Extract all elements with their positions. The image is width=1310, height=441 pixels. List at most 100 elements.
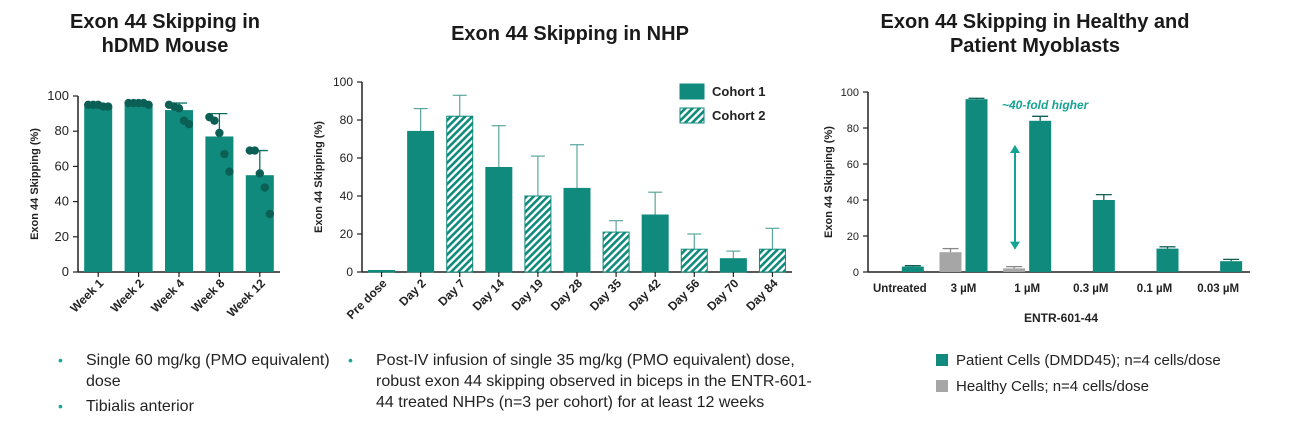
fold-arrow-head-down (1010, 241, 1020, 250)
myoblast-bar-patient (1220, 261, 1243, 272)
nhp-ytick-label: 60 (340, 151, 354, 165)
mouse-note-dose: Single 60 mg/kg (PMO equivalent) dose (58, 350, 348, 392)
mouse-xtick-label: Week 2 (108, 276, 147, 315)
nhp-bar-cohort1 (485, 167, 513, 273)
healthy-swatch (936, 380, 948, 392)
legend-healthy-cells: Healthy Cells; n=4 cells/dose (936, 378, 1149, 395)
mouse-ytick-label: 20 (55, 229, 69, 244)
myoblast-chart-title: Exon 44 Skipping in Healthy and Patient M… (880, 11, 1190, 57)
nhp-y-axis-label: Exon 44 Skipping (%) (313, 121, 325, 233)
mouse-ytick-label: 80 (55, 123, 69, 138)
myoblast-xtick-label: 0.03 µM (1197, 283, 1239, 295)
myoblast-ytick-label: 60 (847, 159, 859, 171)
mouse-point (144, 100, 153, 110)
mouse-point (215, 128, 224, 138)
mouse-notes: Single 60 mg/kg (PMO equivalent) dose Ti… (58, 350, 348, 421)
mouse-ytick-label: 100 (47, 88, 69, 103)
nhp-bar-cohort2 (758, 248, 786, 273)
mouse-point (265, 209, 274, 219)
nhp-xtick-label: Day 28 (548, 276, 585, 313)
myoblast-ytick-label: 20 (847, 231, 859, 243)
nhp-ytick-label: 20 (340, 227, 354, 241)
myoblast-bar-healthy (939, 252, 962, 272)
nhp-bar-cohort2 (680, 248, 708, 273)
myoblast-xtick-label: 0.3 µM (1073, 283, 1108, 295)
mouse-bar (245, 175, 274, 272)
nhp-bar-cohort1 (641, 214, 669, 273)
nhp-xtick-label: Day 14 (470, 276, 507, 313)
nhp-bar-cohort1 (368, 270, 396, 273)
myoblast-ytick-label: 80 (847, 123, 859, 135)
nhp-note: Post-IV infusion of single 35 mg/kg (PMO… (348, 350, 818, 413)
mouse-point (184, 119, 194, 129)
fold-annotation: ~40-fold higher (1002, 98, 1090, 112)
nhp-bar-cohort1 (407, 130, 435, 273)
nhp-bar-cohort2 (446, 115, 474, 273)
nhp-ytick-label: 100 (333, 75, 353, 89)
mouse-ytick-label: 60 (55, 158, 69, 173)
mouse-bar (84, 106, 113, 272)
patient-swatch (936, 354, 948, 366)
nhp-legend-swatch-cohort2 (679, 107, 705, 124)
myoblast-ytick-label: 0 (853, 267, 859, 279)
myoblast-bar-patient (1156, 248, 1179, 272)
mouse-xtick-label: Week 8 (189, 276, 228, 315)
mouse-bar (165, 110, 193, 272)
mouse-point (250, 146, 259, 155)
nhp-ytick-label: 40 (340, 189, 354, 203)
mouse-point (260, 183, 269, 192)
nhp-legend-swatch-cohort1 (679, 83, 705, 100)
nhp-xtick-label: Day 42 (626, 276, 663, 313)
nhp-ytick-label: 0 (346, 265, 353, 279)
nhp-xtick-label: Day 19 (509, 276, 546, 313)
myoblast-bar-patient (1029, 120, 1052, 272)
mouse-bar (124, 104, 153, 272)
nhp-bar-cohort2 (524, 195, 552, 273)
myoblast-bar-healthy (1003, 268, 1026, 272)
mouse-point (104, 102, 113, 111)
nhp-xtick-label: Day 70 (704, 276, 741, 313)
mouse-point (174, 104, 184, 113)
nhp-xtick-label: Day 56 (665, 276, 702, 313)
myoblast-ytick-label: 100 (841, 87, 859, 99)
legend-patient-cells: Patient Cells (DMDD45); n=4 cells/dose (936, 352, 1221, 369)
nhp-xtick-label: Day 2 (396, 276, 429, 309)
nhp-xtick-label: Day 7 (435, 276, 468, 309)
myoblast-bar-patient (965, 99, 988, 272)
nhp-legend-label-cohort2: Cohort 2 (712, 108, 765, 123)
nhp-xtick-label: Day 35 (587, 276, 624, 313)
nhp-legend-label-cohort1: Cohort 1 (712, 84, 765, 99)
mouse-point (255, 169, 264, 178)
mouse-point (210, 116, 219, 125)
nhp-bar-cohort2 (602, 231, 630, 273)
mouse-xtick-label: Week 1 (67, 276, 106, 315)
nhp-xtick-label: Day 84 (743, 276, 780, 313)
mouse-ytick-label: 0 (62, 264, 69, 279)
mouse-xtick-label: Week 4 (148, 276, 187, 315)
myoblast-xtick-label: 0.1 µM (1137, 283, 1172, 295)
myoblast-bar-patient (1092, 200, 1115, 272)
nhp-xtick-label: Pre dose (344, 276, 390, 322)
mouse-bar (205, 136, 234, 272)
myoblast-xtick-label: 3 µM (951, 283, 977, 295)
mouse-note-tissue: Tibialis anterior (58, 396, 348, 417)
fold-arrow-head-up (1010, 145, 1020, 153)
myoblast-ytick-label: 40 (847, 195, 859, 207)
nhp-chart-title: Exon 44 Skipping in NHP (451, 23, 689, 45)
nhp-ytick-label: 80 (340, 113, 354, 127)
mouse-chart-title: Exon 44 Skipping in hDMD Mouse (69, 11, 261, 57)
mouse-y-axis-label: Exon 44 Skipping (%) (29, 128, 41, 240)
myoblast-y-axis-label: Exon 44 Skipping (%) (823, 126, 835, 238)
nhp-notes: Post-IV infusion of single 35 mg/kg (PMO… (348, 350, 818, 417)
mouse-point (225, 167, 234, 176)
nhp-bar-cohort1 (719, 258, 747, 273)
mouse-ytick-label: 40 (55, 194, 69, 209)
myoblast-bar-patient (901, 266, 924, 272)
myoblast-xtick-label: 1 µM (1014, 283, 1040, 295)
myoblast-xtick-label: Untreated (873, 283, 927, 295)
nhp-bar-cohort1 (563, 187, 591, 273)
mouse-xtick-label: Week 12 (224, 276, 268, 320)
myoblast-x-axis-label: ENTR-601-44 (1024, 311, 1098, 325)
mouse-point (220, 149, 229, 159)
